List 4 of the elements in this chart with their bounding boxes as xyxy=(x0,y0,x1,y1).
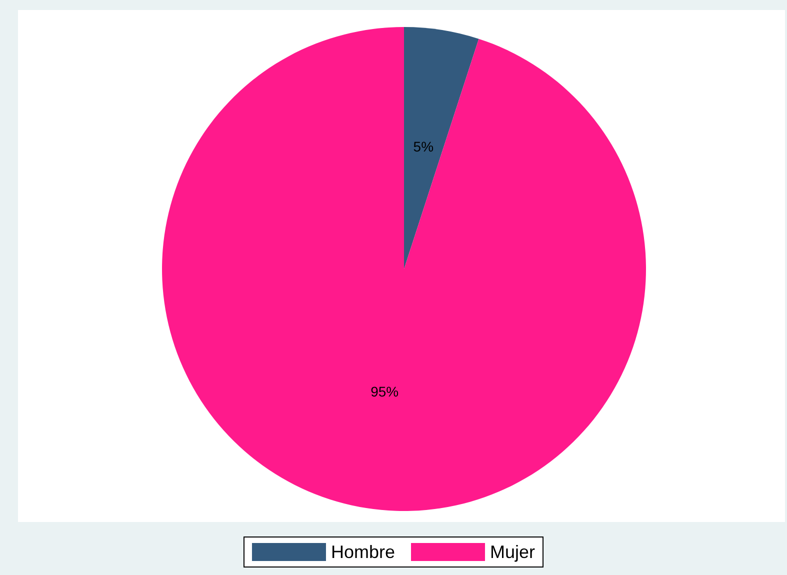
legend-label: Mujer xyxy=(490,542,536,562)
legend-label: Hombre xyxy=(330,542,396,562)
data-label: 5% xyxy=(413,138,434,155)
data-label: 95% xyxy=(370,383,399,400)
